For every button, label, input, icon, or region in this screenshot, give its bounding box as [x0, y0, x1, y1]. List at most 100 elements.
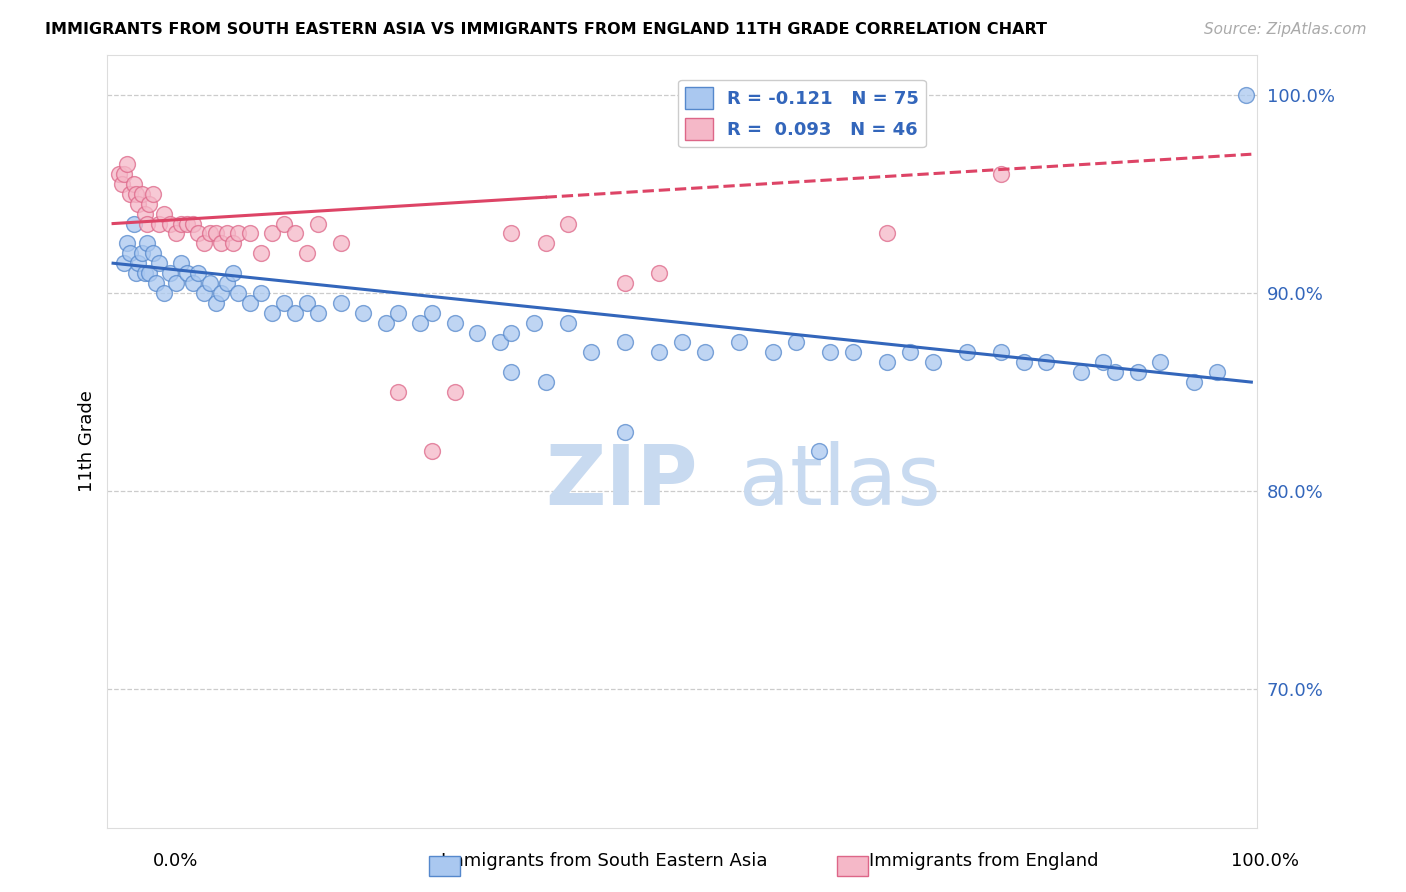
- Point: [956, 345, 979, 359]
- Point: [204, 295, 226, 310]
- Point: [239, 295, 262, 310]
- Point: [107, 167, 129, 181]
- Point: [614, 425, 637, 439]
- Text: IMMIGRANTS FROM SOUTH EASTERN ASIA VS IMMIGRANTS FROM ENGLAND 11TH GRADE CORRELA: IMMIGRANTS FROM SOUTH EASTERN ASIA VS IM…: [45, 22, 1047, 37]
- Point: [239, 227, 262, 241]
- Point: [990, 345, 1012, 359]
- Point: [671, 335, 693, 350]
- Point: [125, 266, 148, 280]
- Point: [465, 326, 488, 340]
- Point: [1206, 365, 1229, 379]
- Point: [614, 276, 637, 290]
- Point: [1234, 87, 1257, 102]
- Point: [534, 236, 557, 251]
- Text: ZIP: ZIP: [546, 441, 699, 522]
- Point: [420, 306, 443, 320]
- Point: [127, 196, 149, 211]
- Point: [131, 246, 153, 260]
- Point: [138, 266, 160, 280]
- Point: [198, 227, 221, 241]
- Point: [176, 266, 198, 280]
- Point: [273, 217, 295, 231]
- Point: [215, 276, 238, 290]
- Point: [1126, 365, 1149, 379]
- Point: [557, 316, 579, 330]
- Point: [209, 285, 232, 300]
- Point: [648, 345, 671, 359]
- Point: [1092, 355, 1115, 369]
- Point: [284, 227, 307, 241]
- Point: [193, 236, 215, 251]
- Point: [284, 306, 307, 320]
- Point: [387, 306, 409, 320]
- Point: [1035, 355, 1057, 369]
- Point: [295, 246, 318, 260]
- Point: [170, 256, 193, 270]
- Point: [226, 285, 249, 300]
- Point: [111, 177, 134, 191]
- Point: [159, 217, 181, 231]
- Point: [209, 236, 232, 251]
- Point: [204, 227, 226, 241]
- Point: [262, 306, 284, 320]
- Point: [557, 217, 579, 231]
- Point: [120, 186, 142, 201]
- Point: [115, 157, 138, 171]
- Point: [876, 227, 898, 241]
- Point: [409, 316, 432, 330]
- Point: [1070, 365, 1092, 379]
- Point: [134, 207, 156, 221]
- Point: [148, 256, 170, 270]
- Point: [226, 227, 249, 241]
- Point: [142, 246, 165, 260]
- Point: [353, 306, 375, 320]
- Point: [762, 345, 785, 359]
- Point: [250, 285, 273, 300]
- Point: [1149, 355, 1171, 369]
- Point: [898, 345, 921, 359]
- Point: [153, 207, 176, 221]
- Point: [420, 444, 443, 458]
- Legend: R = -0.121   N = 75, R =  0.093   N = 46: R = -0.121 N = 75, R = 0.093 N = 46: [678, 79, 927, 147]
- Point: [693, 345, 716, 359]
- Point: [534, 375, 557, 389]
- Point: [148, 217, 170, 231]
- Point: [818, 345, 841, 359]
- Point: [215, 227, 238, 241]
- Point: [579, 345, 602, 359]
- Point: [523, 316, 546, 330]
- Text: atlas: atlas: [740, 441, 941, 522]
- Point: [295, 295, 318, 310]
- Point: [115, 236, 138, 251]
- Point: [114, 256, 136, 270]
- Point: [181, 217, 204, 231]
- Point: [131, 186, 153, 201]
- Point: [443, 384, 465, 399]
- Point: [165, 227, 187, 241]
- Point: [375, 316, 398, 330]
- Point: [181, 276, 204, 290]
- Point: [136, 217, 159, 231]
- Point: [187, 227, 209, 241]
- Point: [648, 266, 671, 280]
- Point: [307, 306, 329, 320]
- Point: [876, 355, 898, 369]
- Point: [1104, 365, 1126, 379]
- Point: [136, 236, 159, 251]
- Text: Immigrants from England: Immigrants from England: [869, 852, 1099, 870]
- Point: [614, 335, 637, 350]
- Point: [728, 335, 751, 350]
- Point: [1012, 355, 1035, 369]
- Point: [443, 316, 465, 330]
- Point: [501, 365, 523, 379]
- Point: [187, 266, 209, 280]
- Point: [114, 167, 136, 181]
- Point: [125, 186, 148, 201]
- Point: [145, 276, 167, 290]
- Point: [387, 384, 409, 399]
- Point: [198, 276, 221, 290]
- Text: 0.0%: 0.0%: [153, 852, 198, 870]
- Point: [122, 177, 145, 191]
- Point: [159, 266, 181, 280]
- Point: [329, 236, 352, 251]
